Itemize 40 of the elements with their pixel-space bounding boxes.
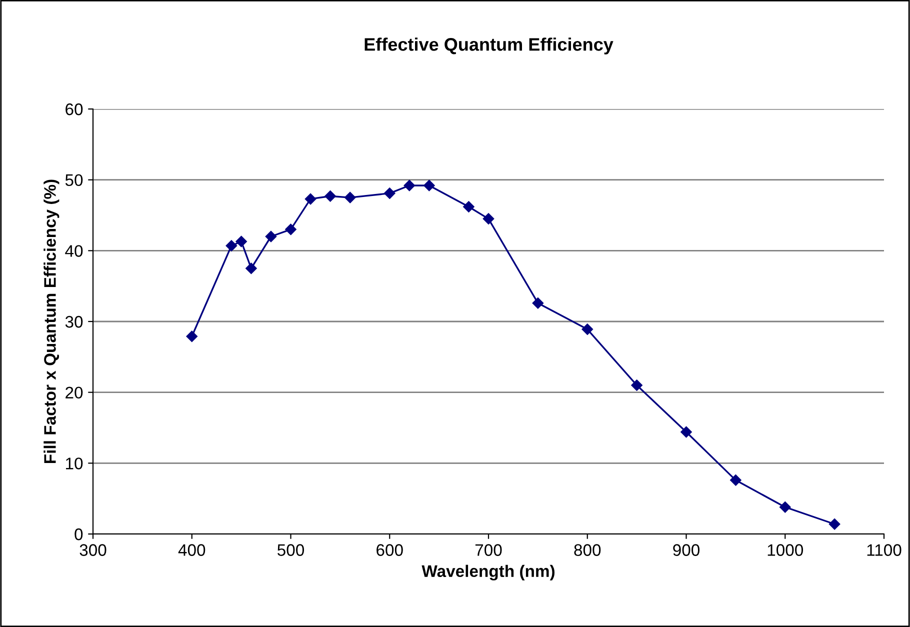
y-tick-label: 10: [66, 458, 83, 470]
point: [631, 380, 642, 391]
point: [265, 230, 277, 242]
y-tick-label: 40: [65, 245, 83, 257]
point: [344, 192, 356, 204]
y-tick-label: 0: [74, 528, 83, 540]
point: [384, 188, 396, 199]
point: [424, 180, 435, 192]
y-tick-label: 30: [65, 316, 83, 328]
point: [226, 240, 238, 252]
point: [324, 190, 336, 202]
point: [532, 297, 544, 309]
point: [482, 213, 494, 224]
point: [828, 518, 840, 530]
x-tick-label: 400: [178, 544, 206, 556]
point: [463, 201, 474, 212]
point: [246, 262, 257, 274]
y-tick-label: 20: [66, 386, 83, 399]
x-tick-label: 800: [574, 544, 601, 556]
point: [582, 324, 593, 335]
y-tick-label: 60: [66, 103, 83, 116]
x-tick-label: 1100: [867, 544, 902, 556]
y-tick-label: 50: [65, 174, 83, 186]
x-tick-label: 300: [80, 544, 106, 556]
x-tick-label: 1000: [768, 544, 804, 556]
y-axis-title: Fill Factor x Quantum Efficiency (%): [44, 180, 60, 463]
point: [285, 224, 296, 236]
x-tick-label: 500: [278, 544, 304, 556]
point: [186, 330, 198, 342]
point: [730, 474, 742, 486]
x-tick-label: 700: [475, 544, 502, 556]
point: [304, 193, 316, 205]
point: [236, 236, 247, 248]
point: [404, 180, 416, 192]
point: [780, 501, 791, 513]
chart-title: Effective Quantum Efficiency: [364, 38, 614, 54]
x-tick-label: 600: [376, 544, 403, 556]
point: [680, 426, 692, 438]
x-tick-label: 900: [673, 544, 700, 556]
x-axis-title: Wavelength (nm): [422, 564, 554, 580]
